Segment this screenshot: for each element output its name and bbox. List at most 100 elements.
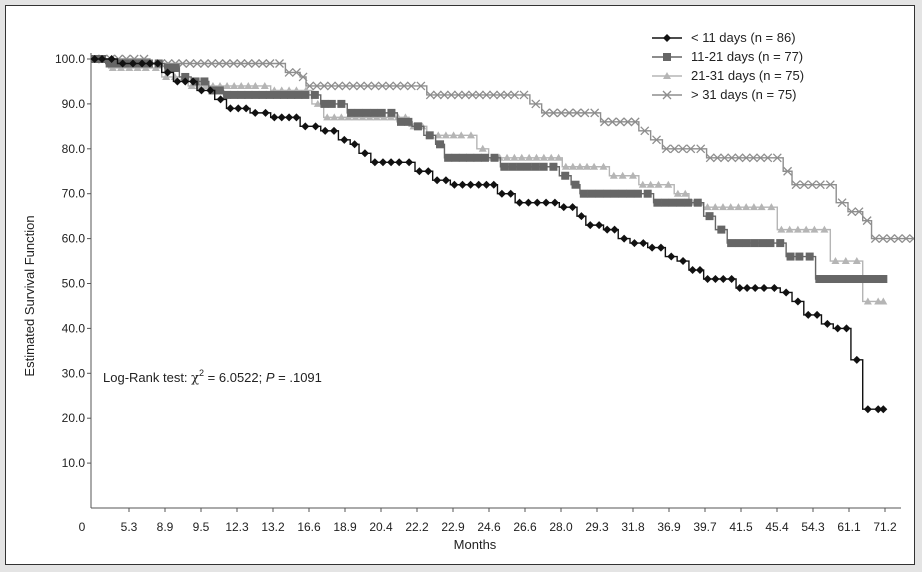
data-point (265, 59, 275, 68)
y-tick-label: 20.0 (62, 411, 86, 425)
x-tick-label: 36.9 (657, 520, 681, 534)
data-point (587, 189, 596, 198)
data-point (519, 90, 529, 100)
x-axis-title: Months (454, 537, 497, 552)
data-point (735, 283, 744, 292)
data-point (726, 203, 735, 211)
data-point (772, 153, 782, 163)
data-point (886, 234, 896, 244)
data-point (107, 55, 116, 63)
axes (90, 53, 901, 509)
data-point (547, 153, 556, 161)
data-point (711, 275, 720, 284)
data-point (399, 81, 409, 91)
data-point (572, 108, 582, 118)
data-point (223, 90, 232, 99)
series-line (90, 54, 914, 244)
data-point (395, 158, 404, 167)
data-point (760, 283, 769, 292)
data-point (360, 149, 369, 158)
x-tick-label: 8.9 (157, 520, 174, 534)
data-point (216, 95, 225, 104)
data-point (863, 405, 872, 414)
data-point (767, 203, 776, 211)
data-point (516, 162, 525, 171)
data-point (362, 108, 371, 117)
data-point (377, 108, 386, 117)
legend: < 11 days (n = 86) 11-21 days (n = 77) 21-… (652, 30, 804, 102)
data-point (319, 81, 329, 91)
data-point (258, 59, 268, 68)
data-point (741, 153, 751, 163)
data-point (879, 297, 888, 305)
y-tick-label: 50.0 (62, 277, 86, 291)
data-point (405, 158, 414, 167)
data-point (742, 203, 751, 211)
data-point (638, 180, 647, 188)
data-point (815, 275, 824, 284)
data-point (863, 297, 872, 305)
data-point (670, 144, 680, 154)
data-point (795, 252, 804, 261)
data-point (341, 81, 351, 91)
data-point (489, 180, 498, 189)
data-point (214, 59, 224, 68)
data-point (334, 81, 344, 91)
y-tick-label: 10.0 (62, 456, 86, 470)
data-point (200, 59, 209, 68)
data-point (656, 243, 665, 252)
data-point (751, 283, 760, 292)
survival-chart: 0 5.3 8.9 9.5 12.3 13.2 16.6 18.9 20.4 22.2 22.9 24… (22, 30, 914, 552)
x-tick-label: 0 (79, 520, 86, 534)
data-point (802, 225, 811, 233)
data-point (200, 77, 209, 86)
data-point (234, 104, 243, 113)
x-tick-label: 18.9 (333, 520, 357, 534)
legend-label: > 31 days (n = 75) (691, 87, 797, 102)
data-point (735, 239, 743, 248)
data-point (424, 167, 433, 176)
data-point (539, 153, 548, 161)
data-point (734, 153, 744, 163)
x-tick-label: 22.2 (405, 520, 429, 534)
data-point (868, 275, 877, 284)
data-point (648, 243, 657, 252)
data-point (623, 117, 633, 127)
data-point (874, 405, 883, 414)
chart-frame: 0 5.3 8.9 9.5 12.3 13.2 16.6 18.9 20.4 22.2 22.9 24… (5, 5, 915, 565)
annotation-suffix: = .1091 (275, 370, 322, 385)
data-point (571, 180, 580, 189)
data-point (586, 221, 595, 230)
data-point (118, 59, 127, 68)
y-tick-label: 70.0 (62, 187, 86, 201)
data-point (524, 198, 533, 207)
x-tick-label: 71.2 (873, 520, 897, 534)
data-point (870, 234, 880, 244)
x-tick-label: 16.6 (297, 520, 321, 534)
data-point (607, 117, 617, 127)
data-point (603, 189, 612, 198)
data-point (564, 108, 574, 118)
data-point (603, 225, 612, 234)
data-point (703, 203, 712, 211)
data-point (458, 153, 467, 162)
data-point (786, 252, 795, 261)
data-point (441, 131, 450, 139)
data-point (237, 90, 246, 99)
data-point (363, 81, 373, 91)
data-point (539, 162, 548, 171)
data-point (153, 59, 162, 68)
data-point (311, 122, 320, 131)
x-tick-label: 61.1 (837, 520, 861, 534)
data-point (696, 144, 706, 154)
data-point (173, 77, 182, 86)
data-point (860, 275, 869, 284)
data-point (197, 86, 206, 95)
data-point (712, 153, 722, 163)
data-point (370, 158, 379, 167)
data-point (215, 86, 224, 95)
x-tick-label: 26.6 (513, 520, 537, 534)
data-point (807, 180, 817, 190)
data-point (533, 198, 542, 207)
data-point (457, 131, 466, 139)
